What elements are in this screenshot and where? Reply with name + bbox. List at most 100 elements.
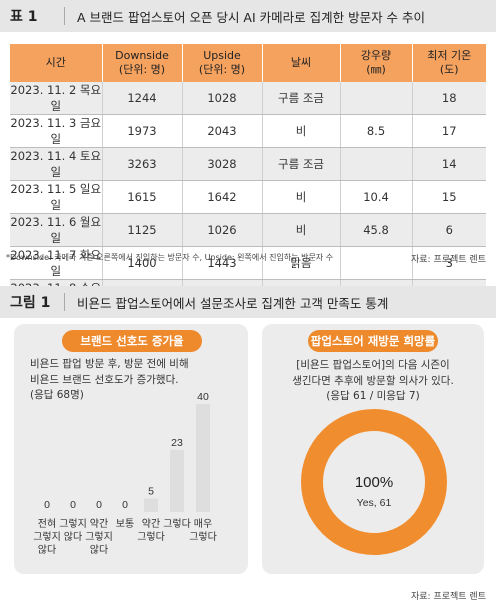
table-header-row: 시간 Downside (단위: 명) Upside (단위: 명) 날씨 강우량 (㎜) 최저… [10, 44, 486, 82]
table-cell: 1615 [101, 180, 182, 214]
description-line: 생긴다면 추후에 방문할 의사가 있다. [292, 374, 454, 387]
table-cell: 비 [261, 180, 340, 214]
table-cell: 1973 [101, 114, 182, 148]
table-cell: 1125 [101, 213, 182, 247]
category-label: 보통 [116, 518, 134, 530]
category-label: 그렇다 [189, 530, 217, 543]
column-header-unit: (도) [439, 63, 459, 76]
category-label: 약간 [90, 518, 108, 530]
preference-chart-title: 브랜드 선호도 증가율 [62, 330, 202, 352]
category-label: 약간 [142, 518, 160, 530]
preference-description: 비욘드 팝업 방문 후, 방문 전에 비해 비욘드 브랜드 선호도가 증가했다.… [30, 357, 189, 404]
column-header: 날씨 [261, 44, 340, 82]
table-label: 표 1 [10, 9, 38, 25]
table-cell: 2043 [181, 114, 262, 148]
table-row: 2023. 11. 3 금요일 1973 2043 비 8.5 17 [10, 114, 486, 148]
column-header: 최저 기온 (도) [411, 44, 486, 82]
table-cell: 2023. 11. 2 목요일 [10, 82, 102, 115]
description-line: (응답 61 / 미응답 7) [326, 390, 420, 402]
table-cell: 3028 [181, 147, 262, 181]
table-cell: 1244 [101, 82, 182, 115]
table-cell: 1443 [181, 246, 262, 280]
table-cell [339, 246, 412, 280]
table-cell: 18 [411, 82, 486, 115]
table-cell: 2023. 11. 7 화요일 [10, 246, 102, 280]
column-header: 강우량 (㎜) [339, 44, 412, 82]
table-cell: 6 [411, 213, 486, 247]
table-row: 2023. 11. 6 월요일 1125 1026 비 45.8 6 [10, 213, 486, 247]
bar-value-label: 23 [171, 437, 183, 449]
table-cell: 2023. 11. 5 일요일 [10, 180, 102, 214]
description-line: [비욘드 팝업스토어]의 다음 시즌이 [296, 359, 450, 371]
category-label: 그렇다 [137, 530, 165, 543]
table-cell: 45.8 [339, 213, 412, 247]
header-divider [64, 293, 65, 311]
table-row: 2023. 11. 4 토요일 3263 3028 구름 조금 14 [10, 147, 486, 181]
category-label: 그렇다 [163, 517, 191, 530]
column-header-unit: (㎜) [366, 63, 386, 76]
category-label: 않다 [38, 544, 56, 556]
table-title: A 브랜드 팝업스토어 오픈 당시 AI 카메라로 집계한 방문자 수 추이 [77, 9, 426, 25]
table-cell: 2023. 11. 4 토요일 [10, 147, 102, 181]
column-header-label: Upside [203, 49, 241, 63]
table-cell: 10.4 [339, 180, 412, 214]
donut-center-value: 100% [355, 474, 393, 491]
table-header-bar: 표 1 A 브랜드 팝업스토어 오픈 당시 AI 카메라로 집계한 방문자 수 … [0, 0, 496, 32]
bar [170, 449, 184, 512]
table-cell: 8.5 [339, 114, 412, 148]
header-divider [64, 7, 65, 25]
column-header-label: 강우량 [360, 49, 392, 63]
bar-value-label: 0 [122, 499, 128, 511]
figure-title: 비욘드 팝업스토어에서 설문조사로 집계한 고객 만족도 통계 [77, 295, 389, 311]
visitor-table: 시간 Downside (단위: 명) Upside (단위: 명) 날씨 강우량 (㎜) 최저… [10, 44, 486, 313]
table-cell: 2023. 11. 3 금요일 [10, 114, 102, 148]
column-header-label: 시간 [45, 56, 66, 70]
column-header-label: 최저 기온 [427, 49, 472, 63]
table-cell: 비 [261, 114, 340, 148]
table-cell: 3263 [101, 147, 182, 181]
bar [196, 404, 210, 512]
table-cell [339, 147, 412, 181]
category-label: 매우 [194, 518, 212, 530]
figure-source: 자료: 프로젝트 렌트 [411, 592, 486, 602]
table-cell: 1400 [101, 246, 182, 280]
donut-slice-yes [301, 409, 447, 555]
description-line: (응답 68명) [30, 389, 84, 401]
category-label: 그렇지 [33, 530, 61, 543]
column-header: Upside (단위: 명) [181, 44, 262, 82]
description-line: 비욘드 팝업 방문 후, 방문 전에 비해 [30, 358, 189, 370]
column-header-label: 날씨 [290, 56, 312, 70]
donut-center-sub: Yes, 61 [357, 497, 392, 509]
description-line: 비욘드 브랜드 선호도가 증가했다. [30, 373, 179, 386]
table-cell: 14 [411, 147, 486, 181]
bar-value-label: 0 [96, 499, 102, 511]
revisit-panel [262, 324, 484, 574]
table-row: 2023. 11. 7 화요일 1400 1443 맑음 3 [10, 246, 486, 280]
category-label: 그렇지 [59, 517, 87, 530]
table-cell: 1642 [181, 180, 262, 214]
bar-value-label: 0 [70, 499, 76, 511]
table-cell: 비 [261, 213, 340, 247]
column-header-unit: (단위: 명) [118, 63, 166, 76]
bar-value-label: 5 [148, 486, 154, 498]
table-cell: 2023. 11. 6 월요일 [10, 213, 102, 247]
table-row: 2023. 11. 2 목요일 1244 1028 구름 조금 18 [10, 82, 486, 115]
revisit-donut-chart: 100% Yes, 61 [301, 409, 447, 555]
preference-bar-chart: 0전혀그렇지않다0그렇지않다0약간그렇지않다0보통5약간그렇다23그렇다40매우… [33, 391, 217, 556]
table-footnote: *Downside: 카메라 기준 오른쪽에서 진입하는 방문자 수, Upsi… [6, 253, 334, 262]
table-body: 2023. 11. 2 목요일 1244 1028 구름 조금 18 2023. 11. … [10, 82, 486, 313]
figure-label: 그림 1 [10, 295, 51, 311]
table-cell: 맑음 [261, 246, 340, 280]
table-cell [339, 82, 412, 115]
table-cell: 3 [411, 246, 486, 280]
table-cell: 17 [411, 114, 486, 148]
figure-header-bar: 그림 1 비욘드 팝업스토어에서 설문조사로 집계한 고객 만족도 통계 [0, 286, 496, 318]
table-cell: 구름 조금 [261, 82, 340, 115]
column-header-unit: (단위: 명) [198, 63, 246, 76]
column-header-label: Downside [115, 49, 169, 63]
table-source: 자료: 프로젝트 렌트 [411, 255, 486, 265]
column-header: 시간 [10, 44, 102, 82]
table-row: 2023. 11. 5 일요일 1615 1642 비 10.4 15 [10, 180, 486, 214]
category-label: 않다 [64, 531, 82, 543]
table-cell: 1028 [181, 82, 262, 115]
